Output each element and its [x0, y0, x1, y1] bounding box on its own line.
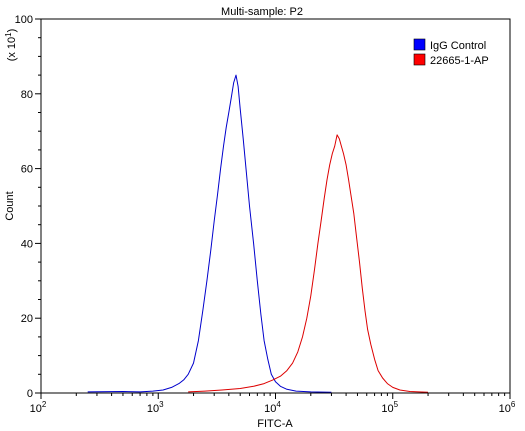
x-axis: 102 103 104 105 106 [30, 393, 516, 415]
y-axis-title: Count [4, 191, 16, 220]
x-tick-exponent: 2 [42, 400, 47, 409]
y-tick-label: 60 [21, 164, 33, 176]
series-line-2 [188, 134, 429, 393]
x-tick-label: 106 [499, 400, 516, 415]
legend-label: 22665-1-AP [430, 55, 489, 67]
x-tick-label: 103 [147, 400, 164, 415]
y-tick-label: 0 [27, 388, 33, 400]
y-tick-label: 40 [21, 238, 33, 250]
legend-swatch [413, 53, 426, 66]
x-tick-exponent: 5 [394, 400, 399, 409]
y-tick-label: 20 [21, 313, 33, 325]
y-tick-label: 80 [21, 89, 33, 101]
chart-title: Multi-sample: P2 [221, 6, 303, 18]
plot-frame [40, 18, 511, 394]
x-tick-label: 105 [381, 400, 398, 415]
legend-label: IgG Control [430, 40, 486, 52]
x-tick-label: 104 [264, 400, 281, 415]
y-tick-label: 100 [15, 14, 33, 26]
x-tick-exponent: 3 [159, 400, 164, 409]
x-tick-exponent: 4 [276, 400, 281, 409]
legend: IgG Control 22665-1-AP [413, 38, 489, 67]
y-axis: 0 20 40 60 80 100 [15, 14, 41, 400]
x-tick-exponent: 6 [511, 400, 516, 409]
y-multiplier-exp: 1 [4, 32, 13, 37]
series-layer [87, 74, 429, 393]
x-tick-label: 102 [30, 400, 47, 415]
series-line-1 [87, 74, 332, 393]
y-multiplier-label: (x 101) [4, 29, 18, 62]
x-axis-title: FITC-A [257, 418, 293, 430]
legend-swatch [413, 38, 426, 51]
